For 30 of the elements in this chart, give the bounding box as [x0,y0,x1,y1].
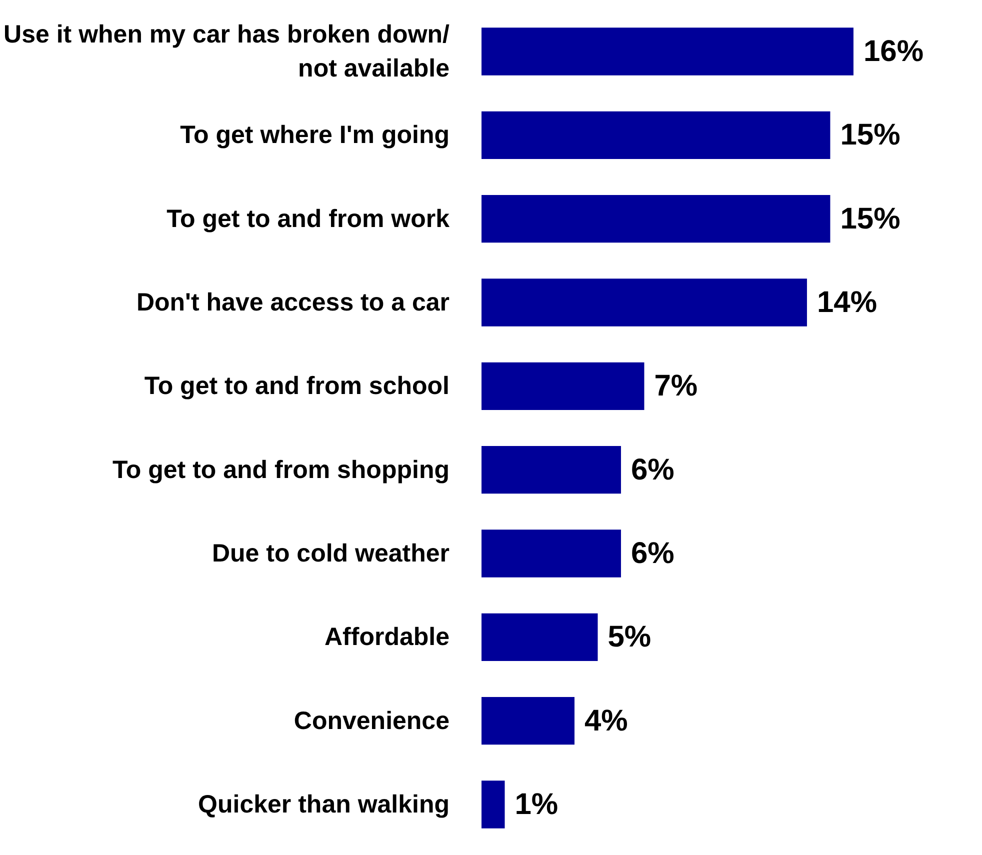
y-tick-label: Affordable [324,623,450,652]
bar [482,780,505,828]
data-label: 1% [514,788,558,821]
data-label: 16% [863,35,924,68]
data-label: 5% [608,620,652,654]
data-label: 7% [654,370,698,403]
y-tick-label: To get where I'm going [180,121,450,150]
data-label: 6% [630,453,674,486]
bar [482,278,807,326]
data-label: 15% [840,202,900,236]
y-tick-label: Convenience [294,706,450,735]
bar [482,696,574,745]
y-tick-label: To get to and from work [166,204,450,233]
data-label: 4% [584,704,628,738]
y-tick-label: Don't have access to a car [136,288,450,317]
data-label: 6% [630,536,674,570]
bar [482,530,621,578]
y-tick-label: Due to cold weather [212,539,450,568]
bar [482,613,598,661]
bar [482,195,830,243]
data-label: 15% [840,118,900,152]
bar [482,28,854,76]
data-label: 14% [816,286,878,320]
y-tick-label: Quicker than walking [198,790,450,818]
bar [482,446,621,494]
bar [482,362,644,410]
y-tick-label: To get to and from school [144,372,450,400]
y-tick-label: To get to and from shopping [112,456,450,484]
y-tick-label: Use it when my car has broken down/ not available [4,20,450,82]
bar [482,111,830,160]
